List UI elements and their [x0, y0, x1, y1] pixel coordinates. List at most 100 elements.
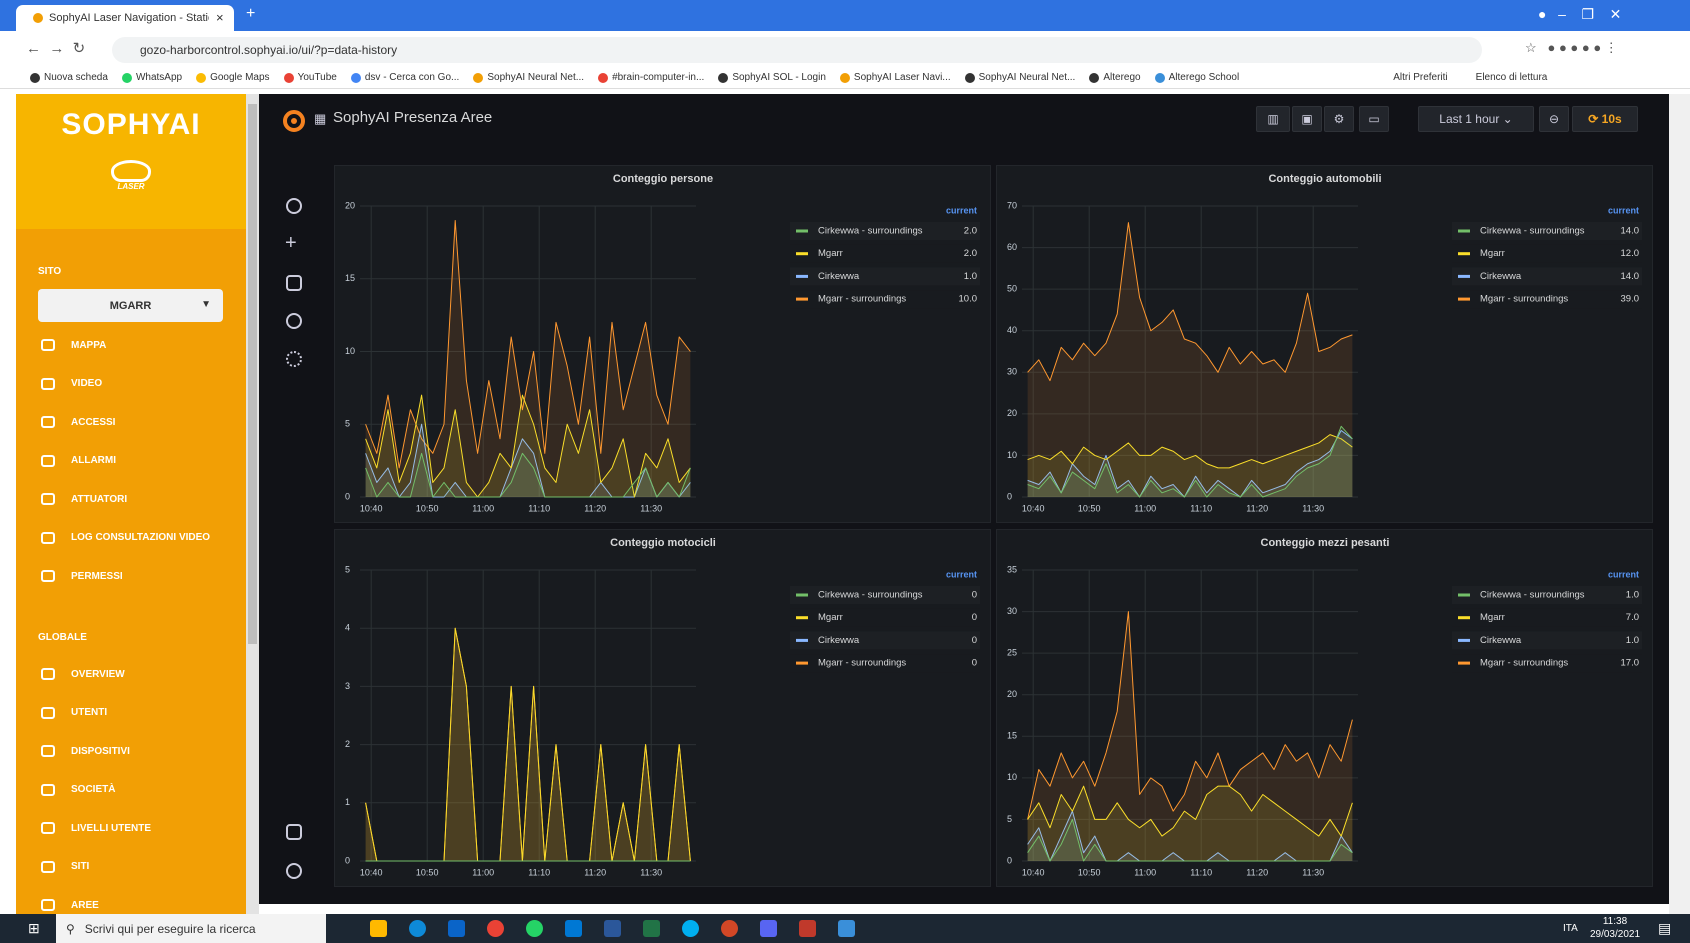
clock-time[interactable]: 11:38	[1590, 916, 1640, 927]
legend-label[interactable]: Cirkewwa	[818, 271, 860, 282]
bookmark[interactable]: Alterego School	[1155, 72, 1240, 83]
y-tick-label: 50	[1007, 284, 1017, 294]
app-icon[interactable]	[799, 920, 816, 937]
bookmark[interactable]: dsv - Cerca con Go...	[351, 72, 459, 83]
address-bar[interactable]: gozo-harborcontrol.sophyai.io/ui/?p=data…	[112, 37, 1482, 63]
bookmark[interactable]: SophyAI Laser Navi...	[840, 72, 951, 83]
y-tick-label: 10	[345, 346, 355, 356]
menu-item[interactable]: LOG CONSULTAZIONI VIDEO	[16, 527, 246, 549]
menu-item[interactable]: SOCIETÀ	[16, 779, 246, 801]
legend-label[interactable]: Cirkewwa	[1480, 635, 1522, 646]
time-picker[interactable]: Last 1 hour ⌄	[1418, 106, 1534, 132]
bookmark[interactable]: WhatsApp	[122, 72, 182, 83]
legend-label[interactable]: Cirkewwa - surroundings	[818, 590, 923, 601]
refresh[interactable]: ⟳ 10s	[1572, 106, 1638, 132]
menu-item[interactable]: MAPPA	[16, 334, 246, 356]
legend-label[interactable]: Mgarr	[1480, 612, 1505, 623]
nav-help[interactable]	[286, 863, 302, 879]
app-icon[interactable]	[682, 920, 699, 937]
bookmark[interactable]: Nuova scheda	[30, 72, 108, 83]
site-select[interactable]: MGARR ▼	[38, 289, 223, 322]
site-select-value: MGARR	[110, 300, 152, 312]
other-bookmarks[interactable]: Altri Preferiti	[1393, 72, 1447, 83]
bookmark-icon	[718, 73, 728, 83]
legend-label[interactable]: Mgarr - surroundings	[1480, 658, 1568, 669]
app-icon[interactable]	[526, 920, 543, 937]
new-tab[interactable]: +	[246, 5, 255, 23]
app-icon[interactable]	[838, 920, 855, 937]
app-icon[interactable]	[448, 920, 465, 937]
menu-item[interactable]: SITI	[16, 856, 246, 878]
section-title: SITO	[38, 266, 61, 277]
bookmark[interactable]: SophyAI Neural Net...	[965, 72, 1076, 83]
legend-label[interactable]: Mgarr	[818, 612, 843, 623]
menu-icon	[41, 707, 55, 719]
bookmark[interactable]: #brain-computer-in...	[598, 72, 704, 83]
nav-buttons[interactable]: ← → ↻	[26, 39, 85, 57]
y-tick-label: 1	[345, 797, 350, 807]
add-panel[interactable]: ▥	[1256, 106, 1290, 132]
bookmark-icon	[122, 73, 132, 83]
menu-item[interactable]: LIVELLI UTENTE	[16, 817, 246, 839]
settings[interactable]: ⚙	[1324, 106, 1354, 132]
menu-item[interactable]: OVERVIEW	[16, 663, 246, 685]
legend-swatch	[1458, 275, 1470, 278]
app-icon[interactable]	[487, 920, 504, 937]
legend-label[interactable]: Mgarr - surroundings	[1480, 294, 1568, 305]
bookmark[interactable]: SophyAI Neural Net...	[473, 72, 584, 83]
legend-label[interactable]: Cirkewwa	[1480, 271, 1522, 282]
app-icon[interactable]	[565, 920, 582, 937]
scroll-thumb[interactable]	[248, 104, 257, 644]
nav-explore[interactable]	[286, 313, 302, 329]
legend-label[interactable]: Mgarr - surroundings	[818, 294, 906, 305]
reading-list[interactable]: Elenco di lettura	[1476, 72, 1548, 83]
menu-item[interactable]: PERMESSI	[16, 565, 246, 587]
app-icon[interactable]	[370, 920, 387, 937]
dashboard-title[interactable]: SophyAI Presenza Aree	[333, 109, 492, 126]
app-icon[interactable]	[721, 920, 738, 937]
app-icon[interactable]	[604, 920, 621, 937]
app-icon[interactable]	[409, 920, 426, 937]
save[interactable]: ▣	[1292, 106, 1322, 132]
legend-label[interactable]: Cirkewwa - surroundings	[1480, 226, 1585, 237]
clock-date[interactable]: 29/03/2021	[1585, 929, 1645, 940]
legend-label[interactable]: Cirkewwa - surroundings	[818, 226, 923, 237]
menu-item[interactable]: ACCESSI	[16, 411, 246, 433]
language[interactable]: ITA	[1563, 923, 1578, 934]
view-mode[interactable]: ▭	[1359, 106, 1389, 132]
bookmark[interactable]: Google Maps	[196, 72, 269, 83]
grafana-logo[interactable]	[281, 108, 307, 134]
browser-tab[interactable]: SophyAI Laser Navigation - Static ×	[16, 5, 234, 31]
scrollbar[interactable]	[246, 94, 259, 914]
zoom-out[interactable]: ⊖	[1539, 106, 1569, 132]
start-button[interactable]: ⊞	[28, 920, 40, 937]
nav-search[interactable]	[286, 198, 302, 214]
nav-dashboards[interactable]	[286, 275, 302, 291]
legend-label[interactable]: Cirkewwa - surroundings	[1480, 590, 1585, 601]
bookmark[interactable]: YouTube	[284, 72, 337, 83]
menu-item[interactable]: UTENTI	[16, 702, 246, 724]
toolbar-icons[interactable]: ☆ ● ● ● ● ● ⋮	[1525, 40, 1618, 56]
legend-label[interactable]: Mgarr - surroundings	[818, 658, 906, 669]
app-icon[interactable]	[760, 920, 777, 937]
nav-create[interactable]: +	[285, 232, 297, 255]
menu-item[interactable]: DISPOSITIVI	[16, 740, 246, 762]
tab-close[interactable]: ×	[216, 10, 224, 25]
menu-item[interactable]: ALLARMI	[16, 450, 246, 472]
menu-item[interactable]: ATTUATORI	[16, 488, 246, 510]
legend-label[interactable]: Cirkewwa	[818, 635, 860, 646]
page-scrollbar[interactable]	[1669, 94, 1690, 914]
nav-signout[interactable]	[286, 824, 302, 840]
legend-label[interactable]: Mgarr	[1480, 248, 1505, 259]
nav-config[interactable]	[286, 351, 302, 367]
menu-item[interactable]: AREE	[16, 894, 246, 914]
notifications[interactable]: ▤	[1658, 920, 1671, 937]
app-icon[interactable]	[643, 920, 660, 937]
window-controls[interactable]: ● – ❐ ✕	[1538, 6, 1621, 23]
chart-title: Conteggio motocicli	[610, 537, 716, 549]
bookmark[interactable]: SophyAI SOL - Login	[718, 72, 826, 83]
search-box[interactable]: ⚲ Scrivi qui per eseguire la ricerca	[56, 914, 326, 943]
menu-item[interactable]: VIDEO	[16, 373, 246, 395]
legend-label[interactable]: Mgarr	[818, 248, 843, 259]
bookmark[interactable]: Alterego	[1089, 72, 1140, 83]
